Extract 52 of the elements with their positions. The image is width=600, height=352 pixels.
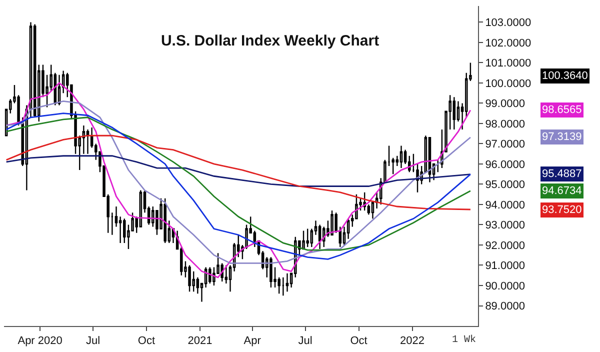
y-tick-label: 98.0000	[485, 118, 525, 130]
y-tick-label: 99.0000	[485, 98, 525, 110]
x-tick-label: Oct	[138, 335, 156, 348]
y-tick-label: 100.0000	[485, 78, 532, 90]
candlestick	[338, 226, 342, 248]
x-tick-label: Apr	[244, 335, 262, 348]
candlestick	[270, 256, 272, 288]
y-tick-label: 95.0000	[485, 179, 525, 192]
candlestick	[306, 228, 309, 248]
x-tick-label: 2021	[188, 335, 212, 348]
x-tick-label: Jul	[298, 335, 312, 348]
y-tick-label: 103.0000	[485, 17, 532, 30]
x-tick-label: Apr 2020	[18, 335, 62, 348]
y-tick-label: 101.0000	[485, 58, 532, 70]
candlestick	[412, 153, 415, 173]
y-tick-label: 96.0000	[485, 158, 525, 171]
text: 95.4887	[542, 168, 582, 180]
y-tick-label: 92.0000	[485, 240, 525, 252]
candlestick	[208, 266, 212, 284]
text: 1 Wk	[452, 334, 476, 346]
text: 100.3640	[542, 70, 588, 82]
candlestick	[188, 264, 191, 292]
x-tick-label: 2022	[400, 335, 425, 348]
y-tick-label: 97.0000	[485, 138, 525, 151]
candlestick	[110, 212, 114, 236]
text: 98.6565	[542, 104, 582, 116]
y-tick-label: 102.0000	[485, 37, 532, 50]
y-tick-label: 94.0000	[485, 199, 525, 212]
candlestick	[164, 198, 166, 244]
candlestick	[452, 96, 456, 130]
y-tick-label: 90.0000	[485, 280, 525, 292]
candlestick	[318, 224, 322, 250]
candlestick	[400, 145, 403, 169]
line-series	[6, 155, 472, 187]
candlestick	[86, 128, 90, 154]
candlestick	[282, 276, 285, 296]
candlestick	[330, 210, 334, 236]
candlestick	[58, 74, 61, 106]
text: 97.3139	[542, 131, 582, 143]
y-tick-label: 91.0000	[485, 260, 525, 272]
y-tick-label: 89.0000	[485, 300, 525, 313]
y-tick-label: 93.0000	[485, 220, 525, 232]
line-series	[6, 134, 472, 210]
candlestick	[334, 212, 338, 234]
text: 93.7520	[542, 204, 582, 216]
x-tick-label: Oct	[350, 335, 368, 348]
x-tick-label: Jul	[86, 335, 100, 348]
text: 94.6734	[542, 185, 582, 197]
candlestick	[286, 272, 289, 292]
line-series	[6, 82, 472, 278]
text: U.S. Dollar Index Weekly Chart	[160, 32, 380, 50]
candlestick	[29, 22, 32, 118]
